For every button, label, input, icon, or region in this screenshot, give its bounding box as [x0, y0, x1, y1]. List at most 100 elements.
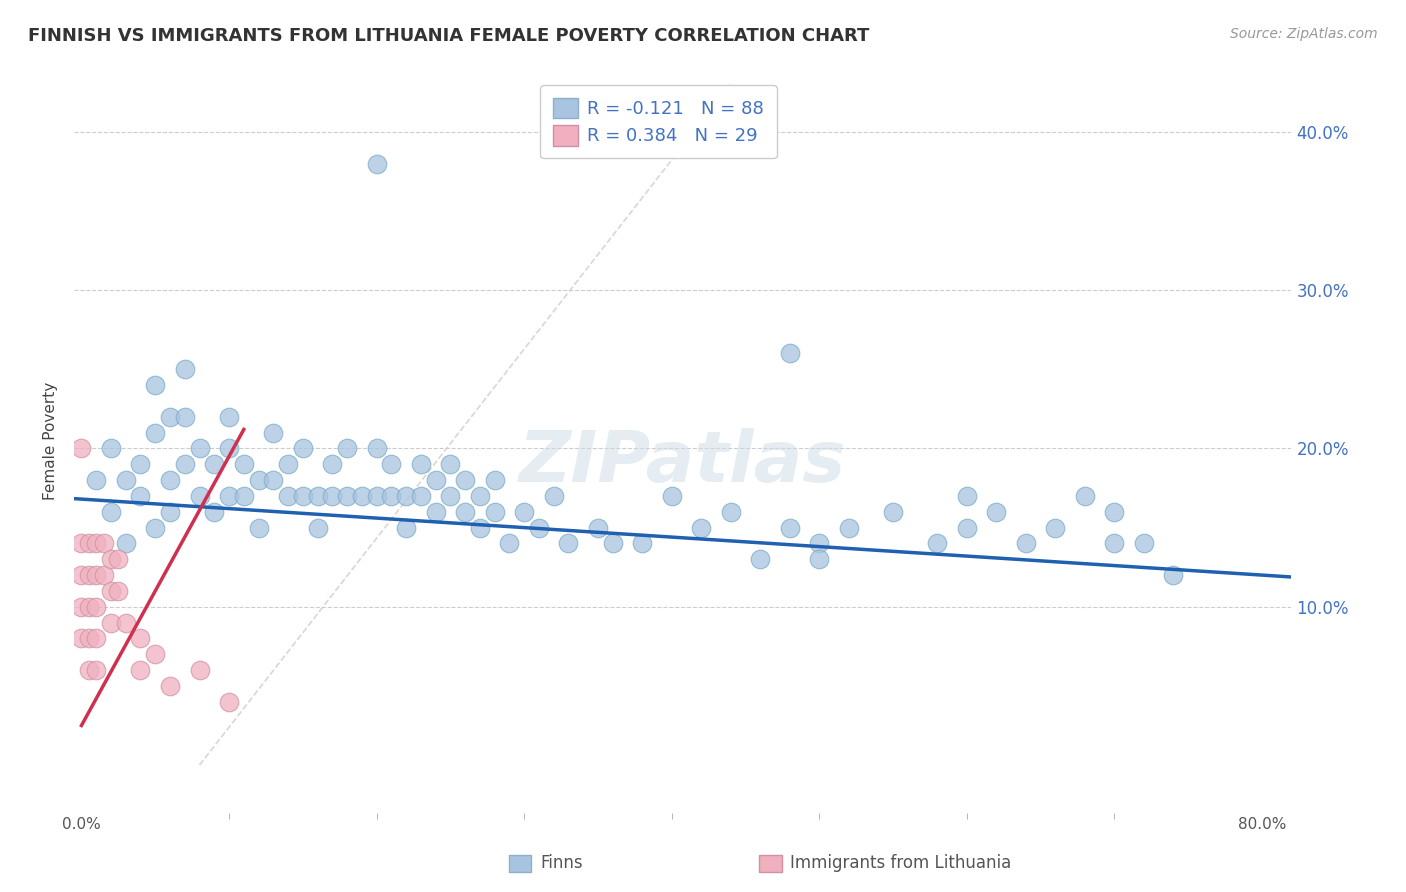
Point [93, 536, 115, 550]
Point [84, 632, 107, 646]
Point [70, 599, 93, 614]
Point [107, 552, 129, 566]
Point [1163, 568, 1185, 582]
Text: Source: ZipAtlas.com: Source: ZipAtlas.com [1230, 27, 1378, 41]
Point [439, 489, 461, 503]
Point [188, 442, 211, 456]
Point [262, 425, 284, 440]
Point [631, 536, 654, 550]
Point [277, 457, 299, 471]
Point [986, 505, 1008, 519]
Point [409, 489, 432, 503]
Point [336, 442, 359, 456]
Point [395, 489, 418, 503]
Point [70, 536, 93, 550]
Point [84, 663, 107, 677]
Point [366, 442, 388, 456]
Point [159, 473, 181, 487]
Point [321, 457, 343, 471]
Point [321, 489, 343, 503]
Point [498, 536, 520, 550]
Point [77, 599, 100, 614]
Point [143, 647, 166, 661]
Point [468, 489, 491, 503]
Point [202, 505, 225, 519]
Point [84, 568, 107, 582]
Point [232, 489, 254, 503]
Point [100, 615, 122, 630]
Point [247, 520, 270, 534]
Point [350, 489, 373, 503]
Point [107, 583, 129, 598]
Point [143, 425, 166, 440]
Point [262, 473, 284, 487]
Point [690, 520, 713, 534]
Point [956, 489, 979, 503]
Point [93, 568, 115, 582]
Point [70, 568, 93, 582]
Point [838, 520, 860, 534]
Point [395, 520, 418, 534]
Point [425, 473, 447, 487]
Point [307, 520, 329, 534]
Point [173, 362, 195, 376]
Point [173, 409, 195, 424]
Point [202, 457, 225, 471]
Point [779, 520, 801, 534]
Point [84, 536, 107, 550]
Point [218, 489, 240, 503]
Point [129, 457, 152, 471]
Point [513, 505, 536, 519]
Point [173, 457, 195, 471]
Point [100, 505, 122, 519]
Point [602, 536, 624, 550]
Point [749, 552, 772, 566]
Point [129, 632, 152, 646]
Point [454, 473, 477, 487]
Legend: R = -0.121   N = 88, R = 0.384   N = 29: R = -0.121 N = 88, R = 0.384 N = 29 [540, 85, 776, 158]
Point [114, 615, 136, 630]
Point [409, 457, 432, 471]
Point [808, 536, 831, 550]
Point [70, 632, 93, 646]
Point [114, 473, 136, 487]
Point [129, 663, 152, 677]
Point [720, 505, 742, 519]
Point [927, 536, 949, 550]
Point [661, 489, 683, 503]
Point [425, 505, 447, 519]
Point [779, 346, 801, 360]
Point [1015, 536, 1038, 550]
Point [380, 489, 402, 503]
Point [218, 409, 240, 424]
Point [159, 409, 181, 424]
Point [956, 520, 979, 534]
Point [100, 552, 122, 566]
Point [882, 505, 904, 519]
Point [307, 489, 329, 503]
Point [543, 489, 565, 503]
Point [114, 536, 136, 550]
Point [188, 663, 211, 677]
Point [586, 520, 609, 534]
Point [188, 489, 211, 503]
Point [143, 378, 166, 392]
Text: Finns: Finns [540, 855, 582, 872]
Point [218, 695, 240, 709]
Point [1133, 536, 1156, 550]
Point [247, 473, 270, 487]
Point [232, 457, 254, 471]
Y-axis label: Female Poverty: Female Poverty [44, 382, 58, 500]
Point [484, 473, 506, 487]
Point [527, 520, 550, 534]
Text: Immigrants from Lithuania: Immigrants from Lithuania [790, 855, 1011, 872]
Point [129, 489, 152, 503]
Point [84, 599, 107, 614]
Point [454, 505, 477, 519]
Text: ZIPatlas: ZIPatlas [519, 428, 846, 498]
Point [100, 442, 122, 456]
Point [159, 505, 181, 519]
Point [77, 536, 100, 550]
Point [1045, 520, 1067, 534]
Point [218, 442, 240, 456]
